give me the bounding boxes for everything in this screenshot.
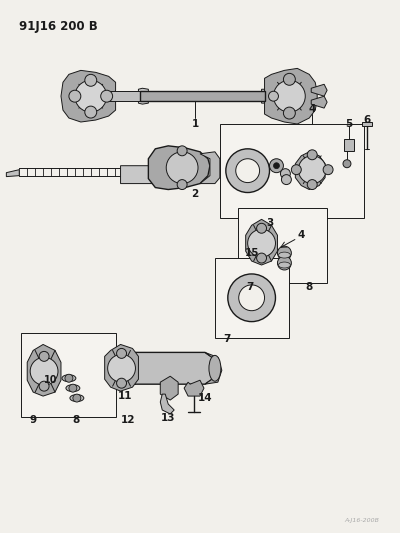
Circle shape [284, 74, 295, 85]
Text: 3: 3 [266, 219, 273, 228]
Circle shape [39, 351, 49, 361]
Text: 9: 9 [30, 415, 37, 425]
Polygon shape [120, 164, 175, 183]
Circle shape [39, 381, 49, 391]
Circle shape [278, 256, 291, 270]
Circle shape [69, 384, 77, 392]
Text: 8: 8 [306, 282, 313, 292]
Polygon shape [148, 146, 210, 190]
Bar [220, 124, 364, 219]
Polygon shape [61, 70, 116, 122]
Circle shape [239, 285, 264, 311]
Circle shape [108, 354, 136, 382]
Circle shape [69, 90, 81, 102]
Polygon shape [138, 88, 148, 104]
Circle shape [177, 146, 187, 156]
Circle shape [65, 374, 73, 382]
Bar [344, 139, 354, 151]
Circle shape [177, 180, 187, 190]
Circle shape [298, 156, 326, 183]
Circle shape [116, 349, 126, 358]
Polygon shape [264, 68, 317, 124]
Circle shape [291, 165, 301, 175]
Text: 4: 4 [298, 230, 305, 240]
Ellipse shape [209, 356, 221, 381]
Circle shape [270, 159, 284, 173]
Text: A-J16-200B: A-J16-200B [344, 518, 379, 523]
Circle shape [236, 159, 260, 183]
Bar [238, 208, 327, 283]
Circle shape [30, 357, 58, 385]
Circle shape [307, 180, 317, 190]
Circle shape [166, 152, 198, 183]
Circle shape [248, 229, 276, 257]
Bar [215, 258, 289, 337]
Text: 8: 8 [72, 415, 80, 425]
Circle shape [280, 168, 290, 179]
Text: 5: 5 [345, 119, 352, 129]
Polygon shape [109, 91, 140, 101]
Ellipse shape [66, 385, 80, 392]
Text: 2: 2 [192, 189, 199, 198]
Text: 13: 13 [161, 413, 176, 423]
Circle shape [307, 150, 317, 160]
Ellipse shape [278, 262, 290, 268]
Polygon shape [160, 394, 174, 414]
Polygon shape [246, 220, 278, 265]
Circle shape [73, 394, 81, 402]
Circle shape [226, 149, 270, 192]
Polygon shape [184, 380, 204, 396]
Text: 12: 12 [121, 415, 136, 425]
Circle shape [101, 90, 113, 102]
Text: 91J16 200 B: 91J16 200 B [19, 20, 98, 33]
Circle shape [274, 80, 305, 112]
Polygon shape [27, 344, 61, 396]
Bar [21, 333, 116, 417]
Polygon shape [205, 352, 222, 384]
Circle shape [228, 274, 276, 321]
Polygon shape [311, 84, 327, 96]
Circle shape [282, 175, 291, 184]
Ellipse shape [62, 375, 76, 382]
Polygon shape [160, 376, 178, 400]
Text: 7: 7 [223, 335, 230, 344]
Polygon shape [311, 96, 327, 108]
Circle shape [323, 165, 333, 175]
Polygon shape [200, 152, 220, 183]
Circle shape [75, 80, 107, 112]
Ellipse shape [70, 394, 84, 401]
Bar [362, 122, 372, 126]
Polygon shape [126, 352, 215, 384]
Circle shape [85, 106, 97, 118]
Circle shape [343, 160, 351, 168]
Circle shape [268, 91, 278, 101]
Circle shape [85, 74, 97, 86]
Circle shape [284, 107, 295, 119]
Circle shape [257, 253, 266, 263]
Polygon shape [295, 152, 325, 190]
Text: 4: 4 [308, 104, 316, 114]
Circle shape [278, 246, 291, 260]
Text: 1: 1 [192, 119, 199, 129]
Text: 10: 10 [44, 375, 58, 385]
Circle shape [257, 223, 266, 233]
Bar [140, 91, 264, 101]
Ellipse shape [278, 252, 290, 258]
Polygon shape [262, 89, 272, 103]
Circle shape [274, 163, 280, 168]
Polygon shape [6, 169, 19, 176]
Polygon shape [105, 344, 138, 391]
Text: 7: 7 [246, 282, 253, 292]
Text: 11: 11 [118, 391, 133, 401]
Circle shape [116, 378, 126, 388]
Text: 15: 15 [244, 248, 259, 258]
Text: 14: 14 [198, 393, 212, 403]
Text: 6: 6 [363, 115, 370, 125]
